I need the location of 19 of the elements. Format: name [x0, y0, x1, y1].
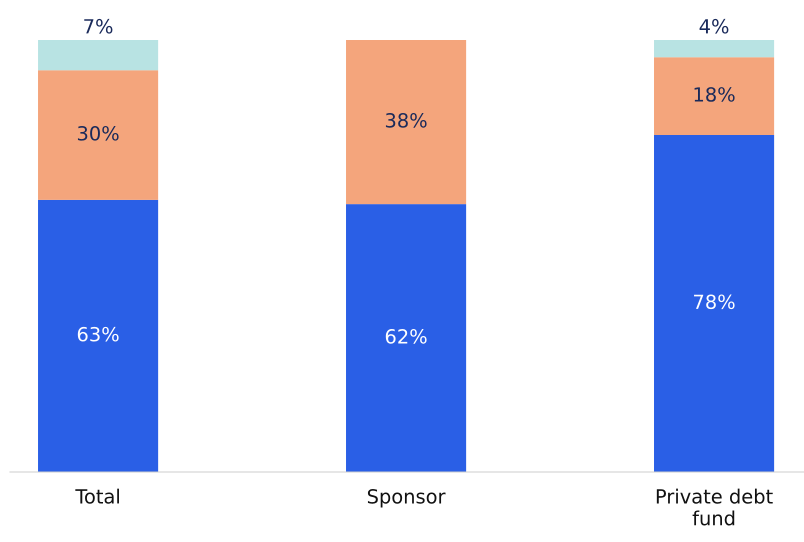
bar [38, 70, 158, 200]
x-tick-label: Private debt fund [656, 488, 773, 526]
x-tick-label: Sponsor [368, 489, 446, 508]
bar [38, 40, 158, 70]
bar [346, 204, 466, 472]
bar [654, 40, 774, 58]
bar [38, 200, 158, 472]
bar [654, 57, 774, 136]
data-label: 78% [694, 294, 735, 310]
data-label: 7% [84, 18, 112, 34]
bar [346, 40, 466, 204]
x-tick-label: Total [75, 488, 119, 504]
data-label: 4% [700, 18, 728, 34]
bar [654, 135, 774, 472]
data-label: 18% [694, 87, 735, 102]
data-label: 30% [78, 126, 119, 141]
data-label: 38% [386, 113, 427, 128]
data-label: 63% [78, 326, 119, 342]
data-label: 62% [386, 329, 427, 344]
